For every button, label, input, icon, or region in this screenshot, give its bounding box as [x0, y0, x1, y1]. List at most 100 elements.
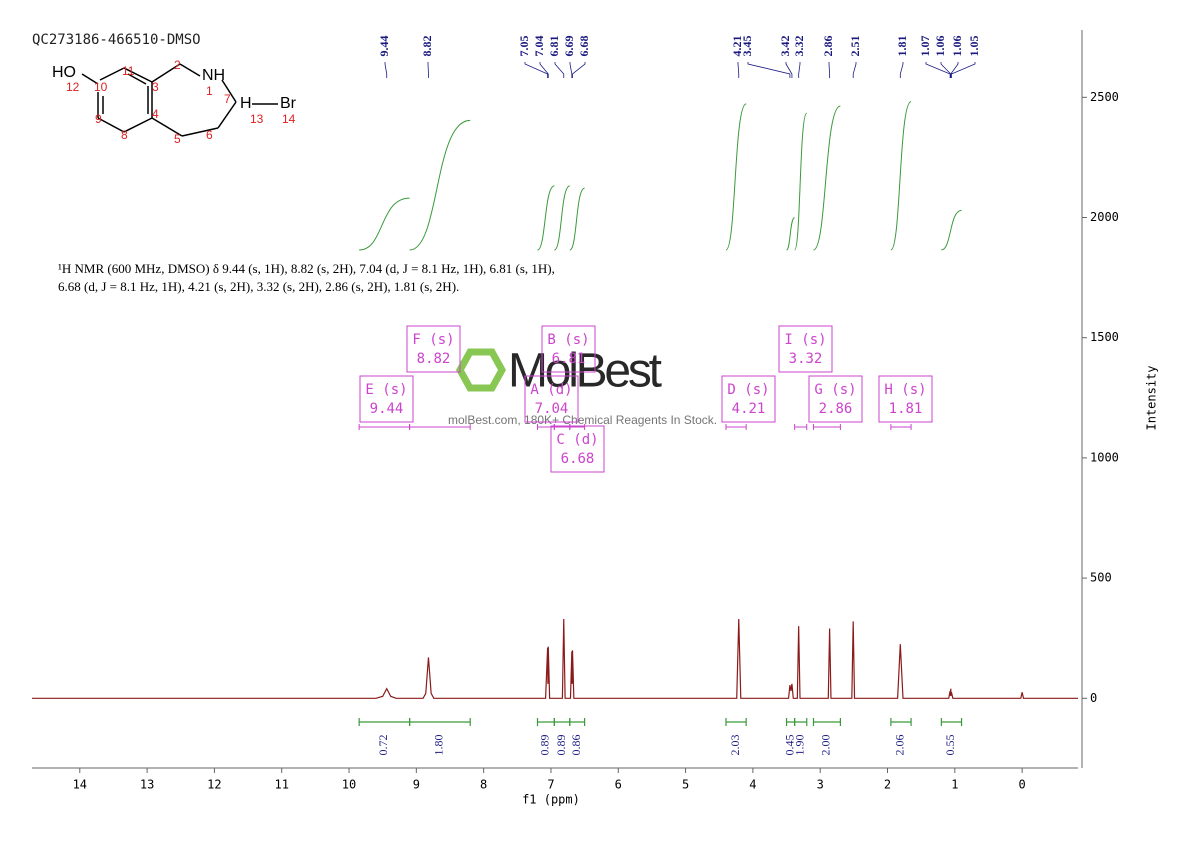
peak-leader — [950, 62, 959, 78]
y-tick-label: 500 — [1090, 571, 1112, 585]
atom-number: 1 — [206, 84, 213, 98]
integral-range — [358, 718, 411, 726]
atom-number: 3 — [152, 80, 159, 94]
integral-label: 0.86 — [569, 735, 583, 756]
atom-number: 8 — [121, 128, 128, 142]
multiplet: I (s) 3.32 — [778, 325, 833, 373]
x-tick-label: 1 — [951, 778, 958, 792]
integral-range — [812, 718, 841, 726]
x-tick-label: 14 — [73, 778, 87, 792]
x-tick-label: 13 — [140, 778, 154, 792]
molecule — [81, 63, 278, 137]
peak-label: 6.68 — [577, 36, 591, 57]
peak-label: 7.05 — [517, 36, 531, 57]
integral-label: 0.89 — [554, 735, 568, 756]
multiplet: A (d) 7.04 — [524, 375, 579, 423]
peak-label: 1.81 — [895, 36, 909, 57]
multiplet: B (s) 6.81 — [541, 325, 596, 373]
multiplet-name: C (d) — [556, 432, 598, 448]
atom-number: 6 — [206, 128, 213, 142]
multiplet-shift: 9.44 — [370, 401, 404, 417]
y-tick-label: 2000 — [1090, 210, 1119, 224]
peak-label: 3.42 — [778, 36, 792, 57]
atom-number: 7 — [224, 92, 231, 106]
integral-label: 2.06 — [893, 735, 907, 756]
y-tick-label: 0 — [1090, 691, 1097, 705]
integral-label: 2.00 — [819, 735, 833, 756]
group-label: Br — [280, 95, 297, 112]
x-axis-label: f1 (ppm) — [522, 793, 580, 807]
integral-range — [725, 718, 747, 726]
multiplet-shift: 4.21 — [732, 401, 766, 417]
integral-range — [794, 718, 808, 726]
watermark: MolBest molBest.com, 180K+ Chemical Reag… — [448, 345, 717, 428]
description-line: ¹H NMR (600 MHz, DMSO) δ 9.44 (s, 1H), 8… — [58, 261, 555, 276]
peak-label: 1.05 — [967, 36, 981, 57]
multiplet-box — [721, 375, 776, 423]
bond — [123, 117, 153, 133]
multiplet-name: B (s) — [547, 332, 589, 348]
x-tick-label: 7 — [547, 778, 554, 792]
x-tick-label: 11 — [274, 778, 288, 792]
x-tick-label: 2 — [884, 778, 891, 792]
bond — [221, 79, 237, 103]
multiplet-shift: 7.04 — [535, 401, 569, 417]
integral-label: 0.89 — [538, 735, 552, 756]
multiplet-box — [778, 325, 833, 373]
multiplet-box — [359, 375, 414, 423]
integral-curve — [813, 105, 841, 251]
peak-label: 9.44 — [377, 36, 391, 57]
atom-number: 14 — [282, 112, 296, 126]
integral-range — [536, 718, 555, 726]
multiplet: G (s) 2.86 — [808, 375, 863, 423]
peak-leader — [785, 62, 793, 78]
integral-label: 2.03 — [728, 735, 742, 756]
x-tick-label: 0 — [1019, 778, 1026, 792]
integral-range — [785, 718, 796, 726]
multiplet-name: D (s) — [727, 382, 769, 398]
peak-leader — [747, 62, 791, 78]
integral-range — [940, 718, 963, 726]
x-tick-label: 9 — [413, 778, 420, 792]
atom-number: 2 — [174, 58, 181, 72]
atom-number: 11 — [122, 64, 135, 78]
multiplet-name: I (s) — [784, 332, 826, 348]
atom-number: 13 — [250, 112, 264, 126]
logo-icon — [455, 348, 507, 392]
peak-label: 3.45 — [740, 36, 754, 57]
peak-label: 2.86 — [821, 36, 835, 57]
peak-leader — [798, 62, 801, 78]
atom-number: 5 — [174, 132, 181, 146]
peak-leader — [554, 62, 565, 78]
peak-leader — [828, 62, 831, 78]
peak-leader — [572, 62, 586, 78]
multiplet-box — [550, 425, 605, 473]
watermark-text: molBest.com, 180K+ Chemical Reagents In … — [448, 413, 717, 427]
multiplet-shift: 2.86 — [819, 401, 853, 417]
peak-label: 6.81 — [547, 36, 561, 57]
integral-curve — [786, 217, 796, 251]
bond — [179, 63, 201, 77]
bond — [151, 63, 181, 83]
peak-leader — [899, 62, 904, 78]
peak-leader — [951, 62, 976, 78]
peak-label: 4.21 — [730, 36, 744, 57]
integral-range — [569, 718, 586, 726]
multiplet-shift: 1.81 — [889, 401, 923, 417]
integral-range — [890, 718, 912, 726]
bond — [181, 127, 219, 137]
integral-label: 1.90 — [792, 735, 806, 756]
integral-range — [553, 718, 571, 726]
logo-text: MolBest — [508, 345, 662, 398]
multiplet-shift: 3.32 — [789, 351, 823, 367]
multiplet: E (s) 9.44 — [359, 375, 414, 423]
multiplet-range — [890, 424, 912, 430]
integral-label: 1.80 — [432, 735, 446, 756]
peak-label: 1.07 — [918, 36, 932, 57]
y-axis-label: Intensity — [1145, 365, 1159, 430]
integral-range — [409, 718, 471, 726]
y-tick-label: 1500 — [1090, 330, 1119, 344]
x-tick-label: 3 — [817, 778, 824, 792]
peak-leader — [384, 62, 388, 78]
